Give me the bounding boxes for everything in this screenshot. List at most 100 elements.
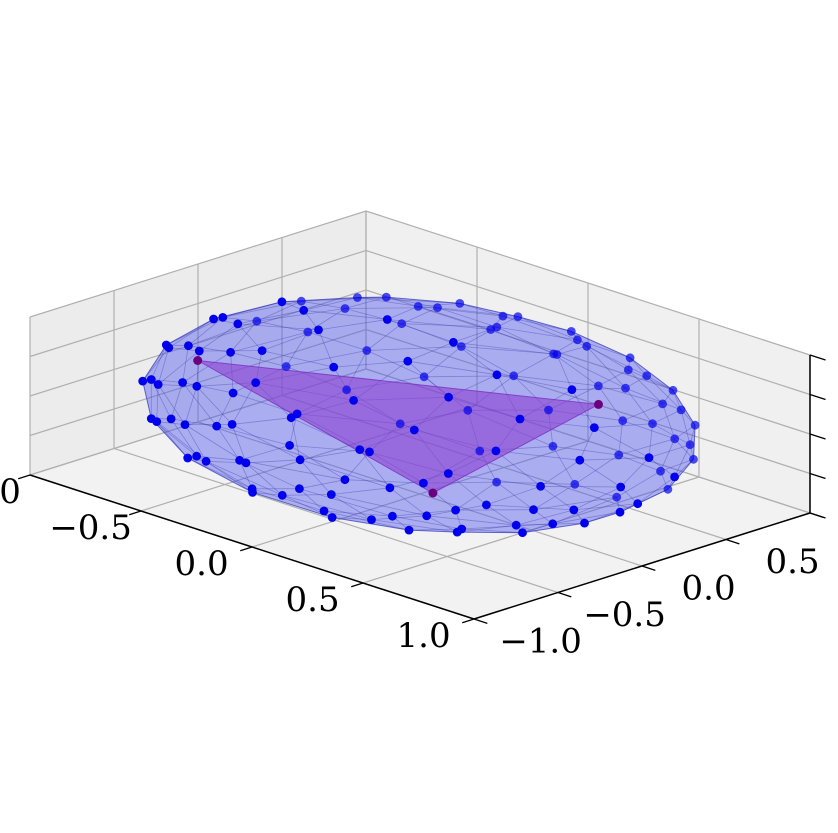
data-point [388,512,397,521]
data-point [397,319,406,328]
data-point [349,396,358,405]
data-point [386,483,395,492]
data-point [518,528,527,537]
data-point [516,415,525,424]
data-point [382,293,391,302]
data-point [410,426,419,435]
data-point [463,406,472,415]
y-tick-label: −1.0 [499,622,582,662]
data-point [444,393,453,402]
data-point [582,342,591,351]
y-tick-mark [726,540,739,544]
data-point [248,488,257,497]
data-point [229,389,238,398]
data-point [420,372,429,381]
data-point [212,422,221,431]
x-tick-mark [462,619,474,623]
data-point [228,420,237,429]
data-point [299,306,308,315]
x-tick-label: 0.5 [286,580,340,620]
data-point [575,456,584,465]
data-point [183,454,192,463]
data-point [569,506,578,515]
data-point [509,371,518,380]
data-point [242,459,251,468]
data-point [167,415,176,424]
z-tick-mark [810,395,826,400]
data-point [297,297,306,306]
data-point [553,350,562,359]
data-point [624,366,633,375]
data-point [251,378,260,387]
data-point [226,348,235,357]
triangle-vertex-point [428,489,437,498]
data-point [328,513,337,522]
data-point [453,528,462,537]
data-point [689,455,698,464]
data-point [152,417,161,426]
data-point [580,519,589,528]
data-point [365,448,374,457]
data-point [258,346,267,355]
data-point [486,325,495,334]
z-tick-mark [810,434,826,439]
data-point [499,312,508,321]
data-point [138,377,147,386]
data-point [314,326,323,335]
x-tick-label: 1.0 [397,616,451,656]
data-point [570,480,579,489]
data-point [451,506,460,515]
data-point [341,475,350,484]
data-point [327,490,336,499]
data-point [590,423,599,432]
data-point [642,371,651,380]
data-point [616,483,625,492]
data-point [295,484,304,493]
data-point [329,363,338,372]
data-point [164,343,173,352]
data-point [362,346,371,355]
data-point [449,338,458,347]
data-point [154,380,163,389]
data-point [691,421,700,430]
data-point [658,400,667,409]
data-point [549,442,558,451]
data-point [455,299,464,308]
data-point [342,385,351,394]
data-point [209,315,218,324]
y-tick-mark [474,619,487,623]
data-point [573,335,582,344]
data-point [422,511,431,520]
y-tick-mark [642,566,655,570]
data-point [475,447,484,456]
x-tick-mark [351,583,363,587]
z-tick-mark [810,474,826,479]
data-point [686,440,695,449]
data-point [594,382,603,391]
data-point [544,406,553,415]
data-point [633,499,642,508]
data-point [419,479,428,488]
data-point [493,370,502,379]
data-point [492,447,501,456]
x-tick-label: −0.5 [49,508,132,548]
data-point [548,519,557,528]
data-point [181,420,190,429]
data-point [233,320,242,329]
data-point [621,384,630,393]
data-point [482,501,491,510]
data-point [492,478,501,487]
data-point [514,312,523,321]
data-point [353,293,362,302]
x-tick-mark [240,547,252,551]
y-tick-mark [558,593,571,597]
data-point [252,317,261,326]
data-point [287,413,296,422]
data-point [296,455,305,464]
data-point [645,453,654,462]
data-point [202,457,211,466]
data-point [278,297,287,306]
data-point [612,493,621,502]
data-point [677,406,686,415]
data-point [536,482,545,491]
